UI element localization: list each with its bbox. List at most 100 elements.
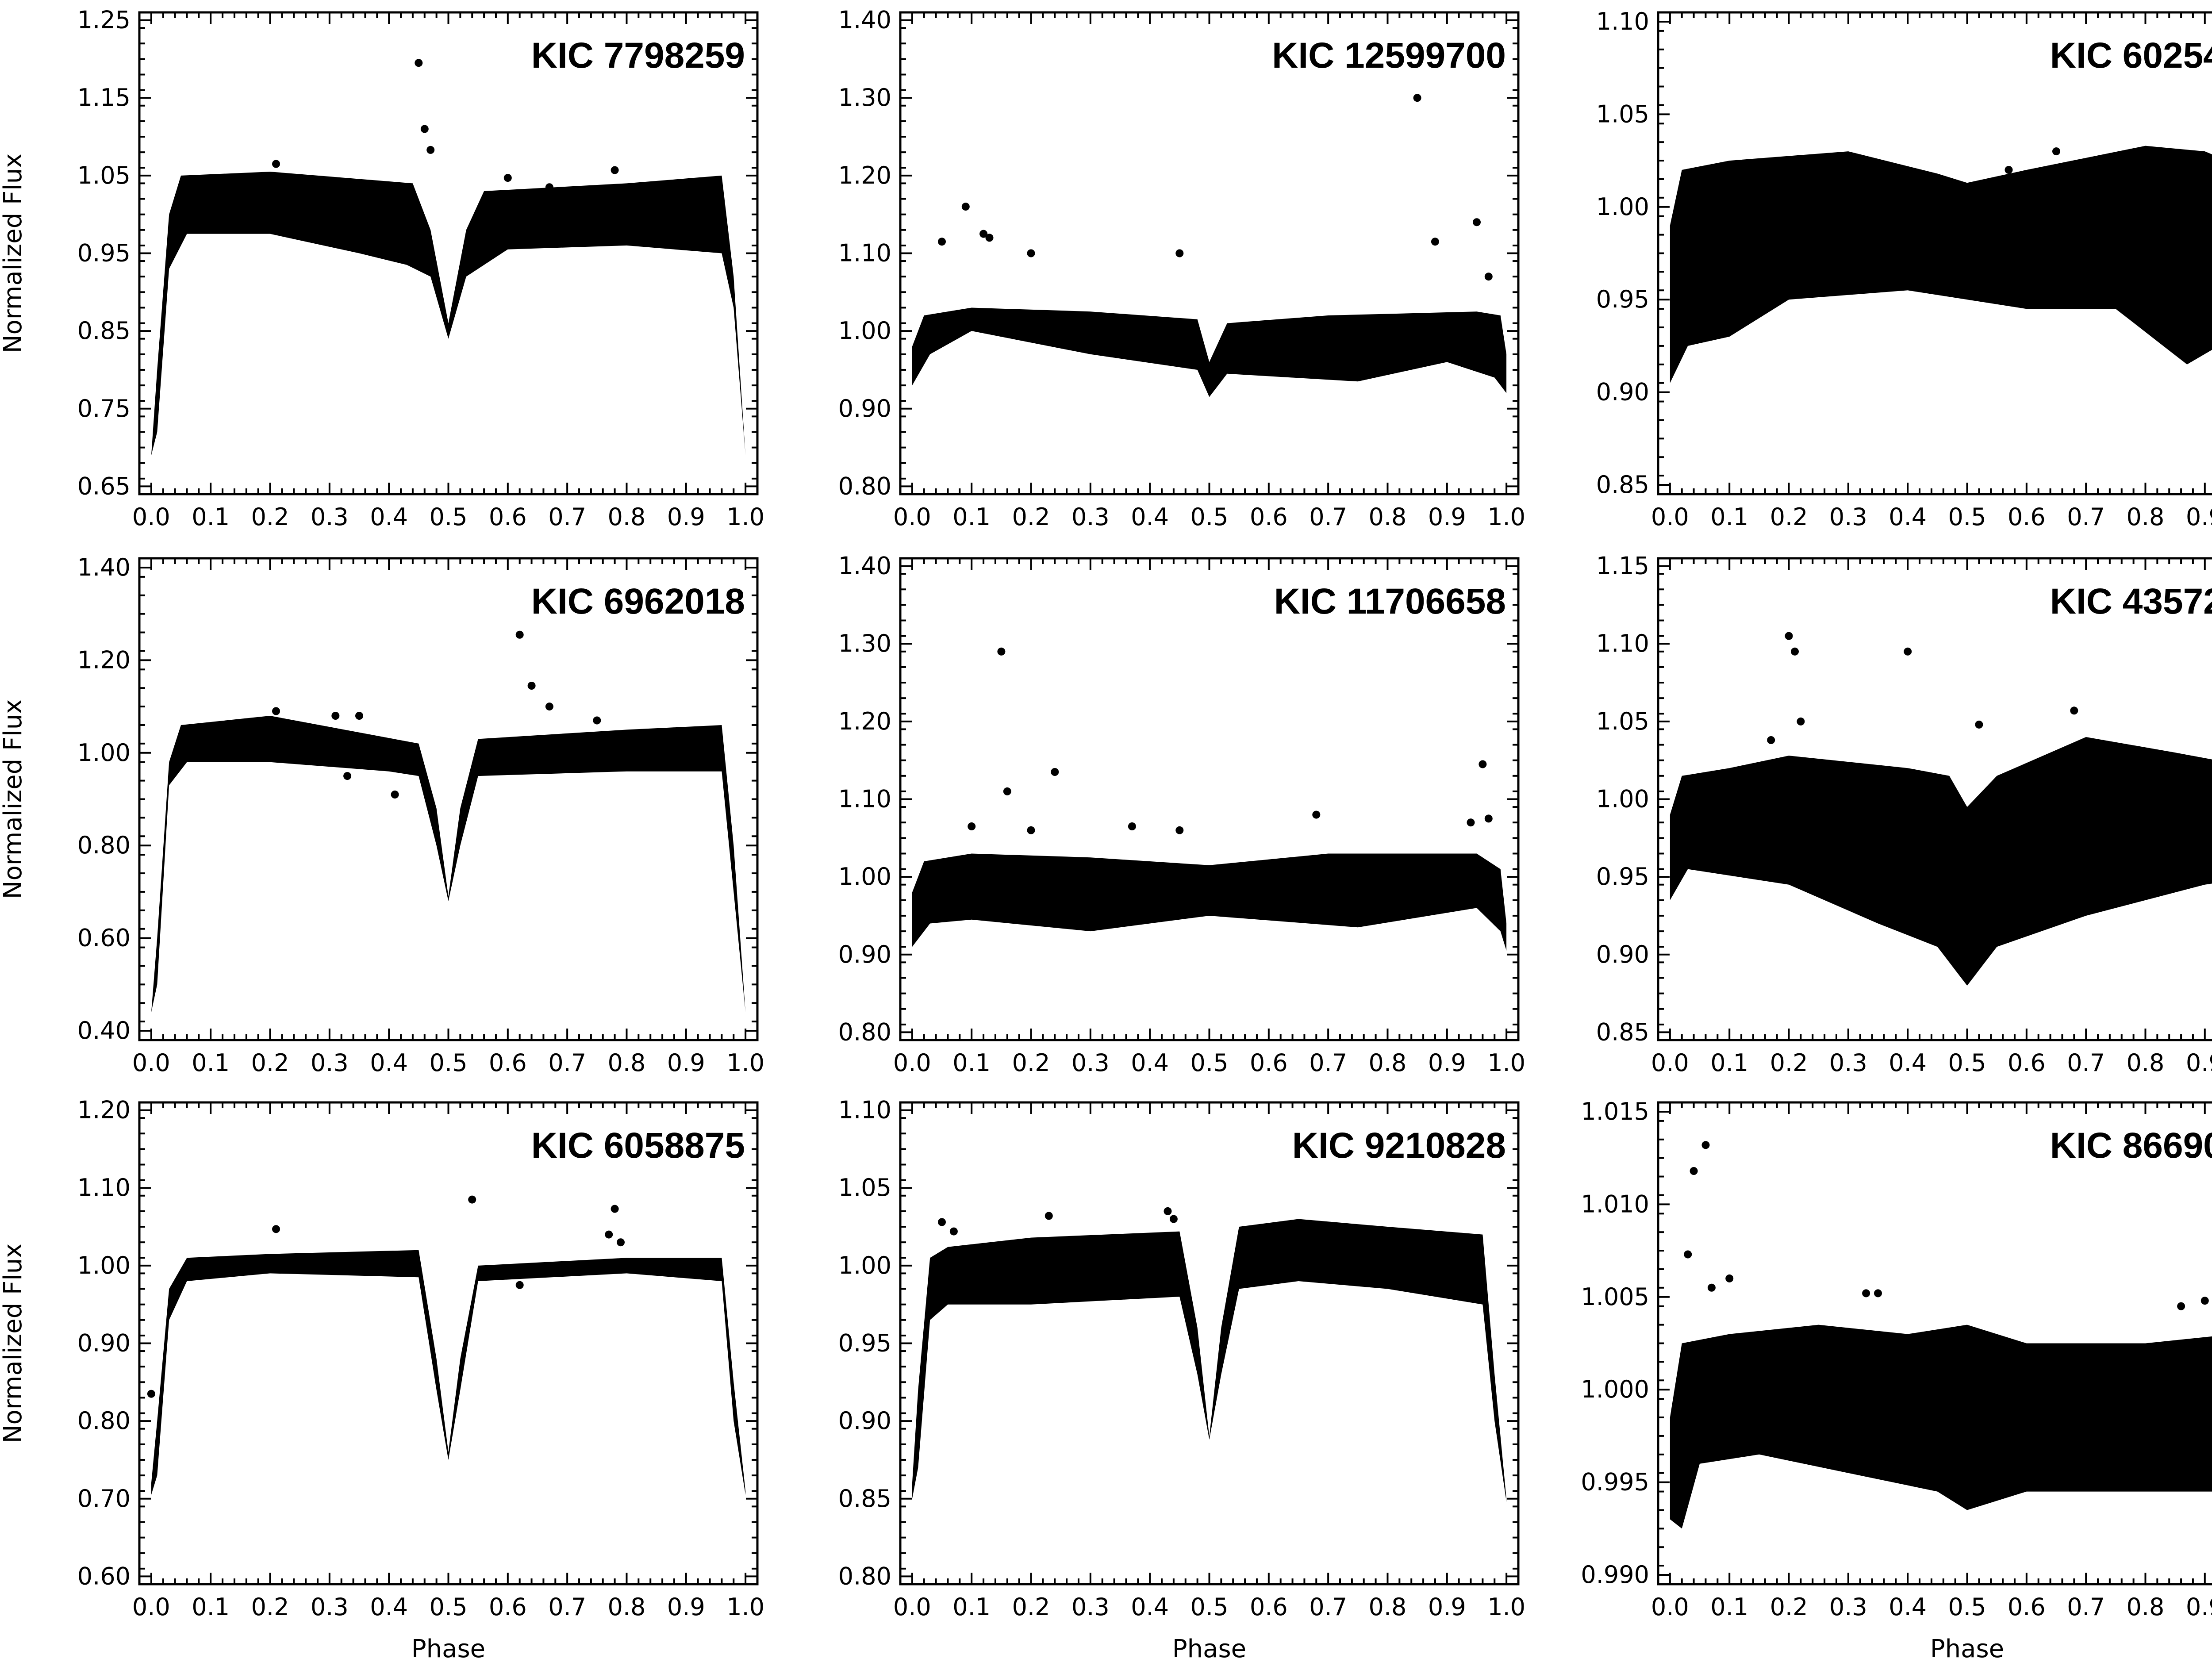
x-tick-label: 0.9 (2186, 1593, 2212, 1621)
y-tick-label: 1.05 (1596, 707, 1649, 735)
panel-2: 0.0 0.1 0.2 0.3 0.4 0.5 0.6 0.7 0.8 0.9 1.0 0.80 0.9… (838, 6, 1525, 531)
outlier-point-5 (1725, 1274, 1734, 1282)
x-tick-label: 0.0 (1651, 503, 1689, 531)
outlier-point-2 (527, 682, 536, 690)
x-tick-label: 0.1 (192, 1049, 230, 1077)
x-tick-label: 0.3 (1829, 1049, 1867, 1077)
y-tick-label: 1.10 (838, 785, 891, 813)
x-tick-label: 0.2 (1012, 1049, 1050, 1077)
x-tick-label: 0.6 (489, 1049, 527, 1077)
panel-8: 0.0 0.1 0.2 0.3 0.4 0.5 0.6 0.7 0.8 0.9 1.0 0.80 0.8… (838, 1096, 1525, 1663)
panel-3: 0.00.10.20.30.40.50.60.70.80.91.00.850.9… (1596, 8, 2212, 531)
y-tick-label: 1.30 (838, 84, 891, 111)
panel-title: KIC 6058875 (531, 1125, 745, 1166)
y-tick-label: 0.60 (77, 1562, 131, 1590)
outlier-point-1 (1701, 1141, 1710, 1149)
x-tick-label: 0.6 (489, 1593, 527, 1621)
outlier-point-3 (545, 703, 553, 711)
y-tick-label: 1.20 (838, 707, 891, 735)
x-tick-label: 0.9 (1428, 1049, 1466, 1077)
outlier-point-7 (1767, 736, 1775, 744)
data-point-cloud (912, 853, 1507, 951)
y-tick-label: 0.90 (1596, 941, 1649, 968)
panel-title: KIC 4357272 (2050, 581, 2212, 622)
outlier-point-1 (1785, 632, 1793, 640)
outlier-point-7 (1027, 249, 1035, 257)
y-tick-label: 0.95 (77, 239, 131, 267)
plot-frame (138, 11, 759, 495)
y-tick-label: 0.85 (1596, 1018, 1649, 1046)
panel-title: KIC 11706658 (1274, 581, 1506, 622)
x-tick-label: 0.0 (1651, 1049, 1689, 1077)
y-tick-label: 1.015 (1581, 1098, 1649, 1125)
outlier-point-6 (611, 166, 619, 174)
x-tick-label: 0.8 (608, 503, 646, 531)
x-tick-label: 0.1 (1710, 1593, 1748, 1621)
y-tick-label: 0.70 (77, 1485, 131, 1513)
x-tick-label: 0.0 (893, 1049, 931, 1077)
y-tick-label: 0.90 (77, 1329, 131, 1357)
y-tick-label: 1.30 (838, 630, 891, 657)
x-tick-label: 0.8 (2127, 1049, 2165, 1077)
plot-frame (899, 557, 1520, 1041)
x-tick-label: 0.6 (1250, 1049, 1288, 1077)
x-tick-label: 0.0 (1651, 1593, 1689, 1621)
x-tick-label: 0.9 (2186, 1049, 2212, 1077)
x-tick-label: 0.5 (1190, 1049, 1229, 1077)
outlier-point-1 (415, 59, 423, 67)
y-tick-label: 1.25 (77, 6, 131, 34)
panel-6: 0.00.10.20.30.40.50.60.70.80.91.00.850.9… (1596, 552, 2212, 1077)
outlier-point-8 (2177, 1302, 2185, 1310)
data-point-cloud (151, 716, 746, 1013)
x-tick-label: 1.0 (726, 1593, 764, 1621)
x-tick-label: 0.9 (667, 1593, 705, 1621)
y-tick-label: 1.05 (838, 1174, 891, 1202)
x-tick-label: 1.0 (726, 503, 764, 531)
y-tick-label: 0.95 (1596, 285, 1649, 313)
x-tick-label: 0.8 (1369, 1593, 1407, 1621)
x-tick-label: 0.8 (2127, 503, 2165, 531)
x-tick-label: 0.6 (1250, 1593, 1288, 1621)
outlier-point-3 (1904, 647, 1912, 656)
y-tick-label: 0.995 (1581, 1468, 1649, 1496)
x-tick-label: 0.0 (132, 1593, 170, 1621)
outlier-point-5 (949, 1227, 958, 1236)
outlier-point-2 (420, 125, 429, 133)
outlier-point-8 (391, 791, 399, 799)
x-tick-label: 0.2 (251, 1593, 289, 1621)
data-point-cloud (1670, 737, 2212, 986)
outlier-point-9 (1467, 818, 1475, 827)
y-tick-label: 1.10 (1596, 8, 1649, 35)
y-tick-label: 0.90 (838, 941, 891, 968)
y-tick-label: 1.15 (77, 84, 131, 111)
y-tick-label: 0.90 (838, 1407, 891, 1435)
x-tick-label: 0.6 (1250, 503, 1288, 531)
y-tick-label: 1.000 (1581, 1375, 1649, 1403)
outlier-point-5 (968, 822, 976, 830)
x-tick-label: 0.2 (251, 503, 289, 531)
y-tick-label: 1.00 (838, 863, 891, 891)
y-tick-label: 0.80 (838, 1018, 891, 1046)
x-tick-label: 0.0 (893, 503, 931, 531)
outlier-point-2 (961, 203, 970, 211)
y-tick-label: 1.10 (77, 1174, 131, 1202)
panel-7: 0.0 0.1 0.2 0.3 0.4 0.5 0.6 0.7 0.8 0.9 1.0 0.60 0.7… (0, 1096, 764, 1663)
outlier-point-4 (1797, 717, 1805, 726)
y-tick-label: 1.00 (77, 739, 131, 767)
x-tick-label: 0.7 (548, 1593, 586, 1621)
x-tick-label: 0.9 (1428, 503, 1466, 531)
y-tick-label: 0.85 (838, 1485, 891, 1513)
x-tick-label: 1.0 (1487, 1049, 1525, 1077)
y-tick-label: 1.10 (838, 1096, 891, 1124)
y-axis-label: Normalized Flux (0, 1244, 27, 1443)
y-tick-label: 1.20 (838, 161, 891, 189)
x-tick-label: 0.5 (1948, 503, 1986, 531)
x-tick-label: 0.6 (2008, 1593, 2046, 1621)
outlier-point-2 (1690, 1167, 1698, 1175)
outlier-point-7 (343, 772, 352, 780)
x-tick-label: 0.2 (1012, 1593, 1050, 1621)
x-tick-label: 0.1 (952, 1593, 991, 1621)
x-tick-label: 0.0 (132, 1049, 170, 1077)
outlier-point-11 (1175, 826, 1184, 834)
x-tick-label: 0.4 (1889, 1049, 1927, 1077)
